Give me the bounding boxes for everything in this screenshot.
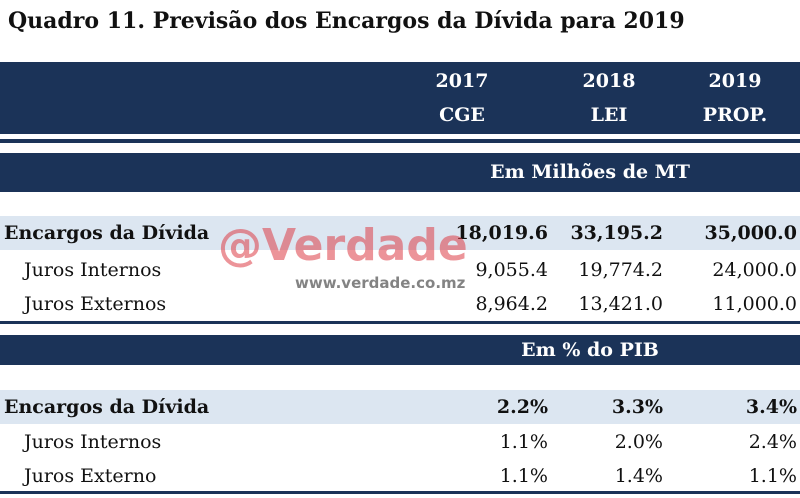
unit-band — [0, 335, 800, 365]
cell: 35,000.0 — [704, 222, 797, 244]
row-label: Juros Externo — [24, 465, 157, 487]
year: 2017 — [435, 70, 489, 92]
year-label: LEI — [590, 104, 628, 126]
row-highlight — [0, 390, 800, 424]
row-label: Juros Internos — [24, 431, 162, 453]
cell: 24,000.0 — [712, 259, 797, 281]
year: 2018 — [582, 70, 636, 92]
cell: 2.0% — [614, 431, 663, 453]
row-highlight — [0, 216, 800, 250]
cell: 2.4% — [748, 431, 797, 453]
cell: 1.1% — [499, 465, 548, 487]
row-label: Encargos da Dívida — [4, 396, 210, 418]
cell: 8,964.2 — [475, 293, 548, 315]
header-band — [0, 62, 800, 134]
row-label: Encargos da Dívida — [4, 222, 210, 244]
rule — [0, 491, 800, 494]
cell: 18,019.6 — [455, 222, 548, 244]
cell: 1.1% — [748, 465, 797, 487]
cell: 9,055.4 — [475, 259, 548, 281]
cell: 13,421.0 — [578, 293, 663, 315]
watermark-brand: @Verdade — [218, 220, 468, 271]
year-label: CGE — [439, 104, 485, 126]
year: 2019 — [708, 70, 762, 92]
unit-label: Em Milhões de MT — [490, 161, 690, 183]
title: Quadro 11. Previsão dos Encargos da Dívi… — [8, 8, 685, 34]
unit-label: Em % do PIB — [521, 339, 659, 361]
cell: 1.4% — [614, 465, 663, 487]
cell: 1.1% — [499, 431, 548, 453]
cell: 2.2% — [496, 396, 548, 418]
cell: 3.3% — [611, 396, 663, 418]
cell: 33,195.2 — [570, 222, 663, 244]
cell: 11,000.0 — [712, 293, 797, 315]
row-label: Juros Internos — [24, 259, 162, 281]
cell: 3.4% — [745, 396, 797, 418]
rule — [0, 321, 800, 324]
row-label: Juros Externos — [24, 293, 167, 315]
cell: 19,774.2 — [578, 259, 663, 281]
rule — [0, 139, 800, 143]
watermark-url: www.verdade.co.mz — [295, 274, 466, 292]
year-label: PROP. — [702, 104, 768, 126]
unit-band — [0, 153, 800, 192]
